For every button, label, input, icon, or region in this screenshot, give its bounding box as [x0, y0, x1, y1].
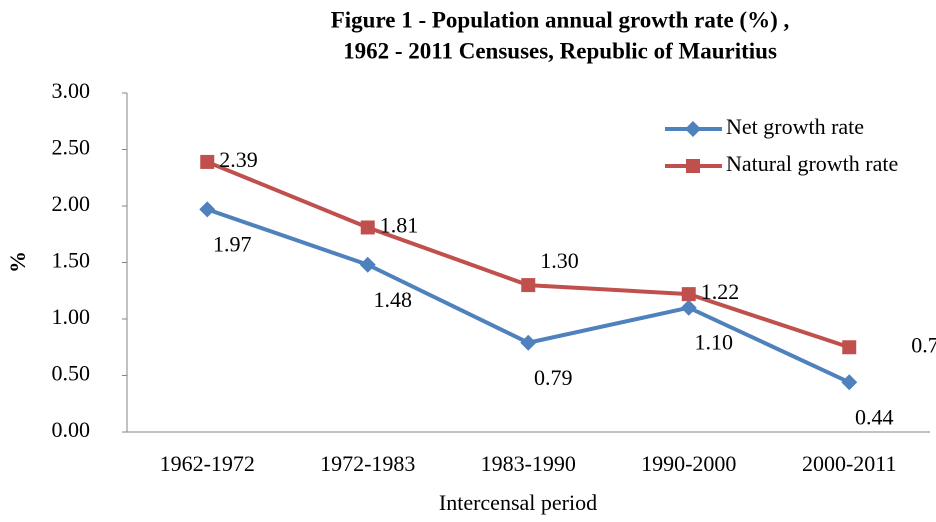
y-tick-label: 2.00	[52, 191, 91, 216]
marker	[842, 340, 857, 355]
data-label: 1.97	[213, 231, 252, 256]
x-tick-label: 1962-1972	[160, 451, 255, 476]
marker	[841, 374, 858, 391]
y-tick-label: 3.00	[52, 78, 91, 103]
chart-title: Figure 1 - Population annual growth rate…	[331, 7, 790, 32]
chart-title: 1962 - 2011 Censuses, Republic of Maurit…	[343, 38, 777, 63]
marker	[520, 334, 537, 351]
marker	[680, 299, 697, 316]
y-tick-label: 0.00	[52, 417, 91, 442]
y-tick-label: 1.50	[52, 248, 91, 273]
x-tick-label: 1990-2000	[641, 451, 736, 476]
x-tick-label: 1983-1990	[481, 451, 576, 476]
marker	[200, 154, 215, 169]
y-tick-label: 1.00	[52, 304, 91, 329]
data-label: 1.10	[695, 330, 734, 355]
data-label: 2.39	[219, 147, 258, 172]
x-axis-label: Intercensal period	[439, 490, 597, 515]
legend-marker	[685, 121, 701, 137]
y-axis-label: %	[5, 251, 30, 273]
marker	[681, 287, 696, 302]
y-tick-label: 2.50	[52, 135, 91, 160]
data-label: 0.79	[534, 365, 573, 390]
series-line	[206, 160, 850, 350]
x-tick-label: 1972-1983	[320, 451, 415, 476]
legend-label: Natural growth rate	[726, 151, 898, 176]
series-line	[206, 207, 851, 385]
x-tick-label: 2000-2011	[802, 451, 897, 476]
data-label: 0.44	[855, 404, 894, 429]
y-tick-label: 0.50	[52, 361, 91, 386]
marker	[359, 256, 376, 273]
data-label: 0.75	[911, 332, 936, 357]
legend-marker	[686, 159, 700, 173]
data-label: 1.81	[380, 213, 419, 238]
data-label: 1.48	[374, 287, 413, 312]
data-label: 1.30	[540, 248, 579, 273]
legend-label: Net growth rate	[726, 114, 864, 139]
marker	[360, 220, 375, 235]
marker	[199, 201, 216, 218]
marker	[521, 278, 536, 293]
data-label: 1.22	[701, 279, 740, 304]
